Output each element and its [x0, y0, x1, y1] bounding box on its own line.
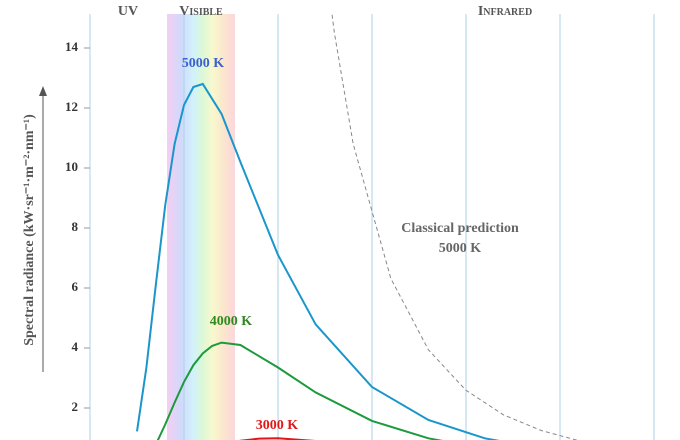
series-label: 5000 K — [182, 56, 225, 71]
y-tick-label: 8 — [72, 219, 79, 234]
series-label: 5000 K — [439, 241, 482, 256]
y-axis-label: Spectral radiance (kW·sr⁻¹·m⁻²·nm⁻¹) — [22, 114, 37, 346]
visible-band — [167, 14, 235, 440]
series-line — [156, 341, 443, 440]
region-label: UV — [118, 4, 138, 19]
series-label: 3000 K — [256, 418, 299, 433]
y-tick-label: 14 — [65, 39, 79, 54]
series-line — [136, 82, 500, 440]
y-tick-label: 12 — [65, 99, 78, 114]
region-label: Visible — [179, 4, 223, 19]
y-tick-label: 10 — [65, 159, 78, 174]
series-label: 4000 K — [210, 314, 253, 329]
y-tick-label: 4 — [72, 339, 79, 354]
y-tick-label: 6 — [72, 279, 79, 294]
series-label: Classical prediction — [401, 221, 519, 236]
axis-arrowhead — [39, 86, 47, 96]
y-tick-label: 2 — [72, 399, 79, 414]
region-label: Infrared — [478, 4, 532, 19]
series-line — [239, 437, 316, 440]
series-line — [331, 14, 579, 440]
